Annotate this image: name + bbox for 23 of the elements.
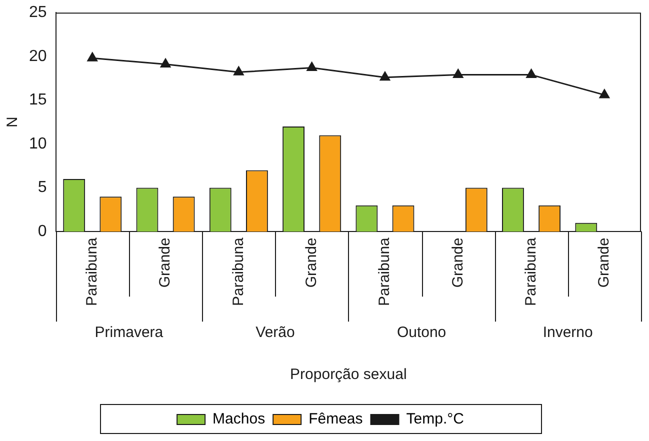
x-tick-label: Grande (449, 238, 466, 288)
y-tick-label: 20 (29, 48, 47, 65)
x-tick-label: Paraibuna (376, 236, 394, 306)
text: Verão (256, 324, 295, 341)
x-tick-label: Grande (302, 238, 320, 288)
y-tick-label: 0 (38, 223, 47, 240)
x-tick-label: Paraibuna (522, 236, 540, 306)
legend-label: Temp.°C (406, 410, 464, 428)
x-tick-label: Paraibuna (230, 236, 247, 306)
y-tick-label: 10 (29, 135, 47, 152)
y-tick-label: 25 (29, 4, 47, 22)
legend-label: Machos (212, 410, 266, 428)
x-tick-label: Grande (156, 238, 174, 288)
text: Inverno (542, 324, 593, 341)
y-tick-label: 5 (38, 179, 47, 196)
text: Primavera (94, 324, 164, 341)
y-axis-title: N (4, 116, 22, 128)
text: Outono (396, 324, 446, 341)
x-tick-label: Grande (596, 238, 613, 288)
x-axis-title: Proporção sexual (290, 366, 407, 384)
y-tick-label: 15 (29, 92, 47, 109)
legend-label: Fêmeas (308, 410, 363, 428)
x-tick-label: Paraibuna (84, 236, 101, 306)
